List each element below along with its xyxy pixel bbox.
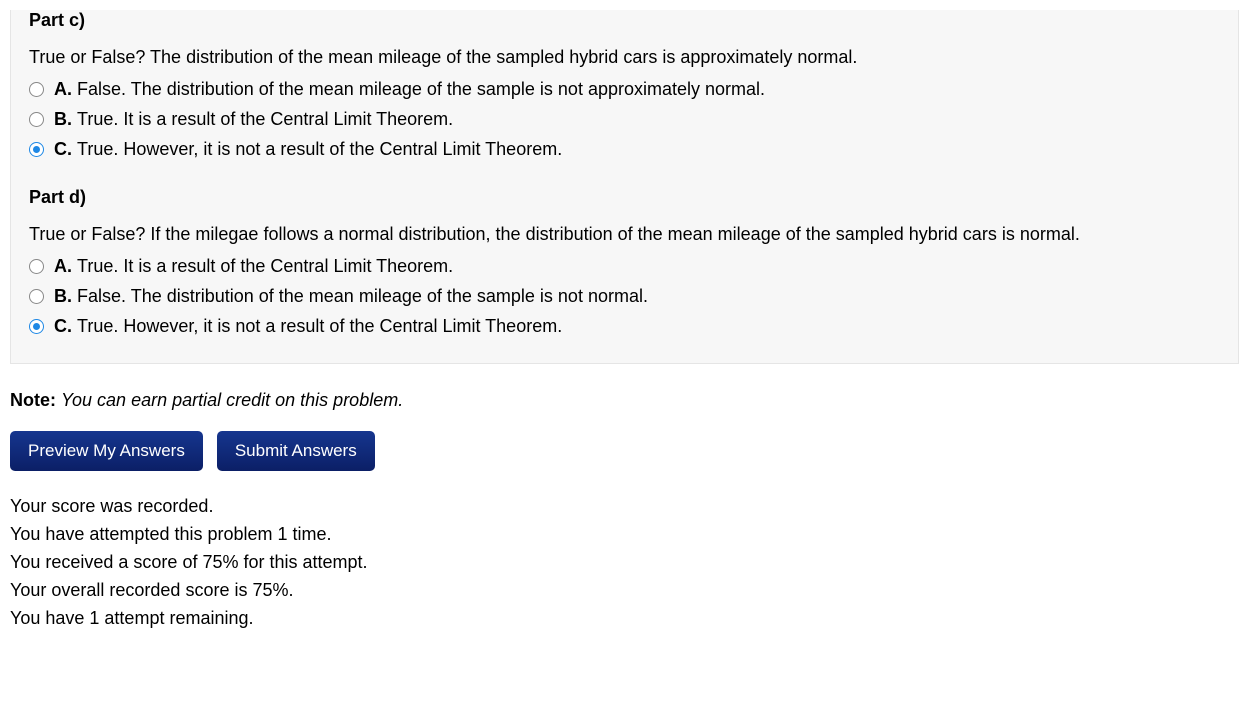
option-letter: B. — [54, 286, 72, 306]
score-line: You have 1 attempt remaining. — [10, 605, 1239, 633]
option-letter: C. — [54, 139, 72, 159]
part-d-heading: Part d) — [29, 187, 1220, 208]
part-c-option-c[interactable]: C.True. However, it is not a result of t… — [29, 136, 1220, 163]
option-text: False. The distribution of the mean mile… — [77, 79, 765, 99]
radio-icon[interactable] — [29, 142, 44, 157]
radio-icon[interactable] — [29, 289, 44, 304]
part-d-option-b[interactable]: B.False. The distribution of the mean mi… — [29, 283, 1220, 310]
radio-icon[interactable] — [29, 259, 44, 274]
part-d-question: True or False? If the milegae follows a … — [29, 222, 1220, 247]
part-d-option-c[interactable]: C.True. However, it is not a result of t… — [29, 313, 1220, 340]
score-line: Your score was recorded. — [10, 493, 1239, 521]
part-c: Part c) True or False? The distribution … — [29, 10, 1220, 163]
option-label: A.False. The distribution of the mean mi… — [54, 76, 765, 103]
option-text: False. The distribution of the mean mile… — [77, 286, 648, 306]
option-letter: A. — [54, 79, 72, 99]
radio-icon[interactable] — [29, 319, 44, 334]
score-line: You received a score of 75% for this att… — [10, 549, 1239, 577]
radio-icon[interactable] — [29, 82, 44, 97]
part-d: Part d) True or False? If the milegae fo… — [29, 187, 1220, 340]
submit-answers-button[interactable]: Submit Answers — [217, 431, 375, 471]
note: Note: You can earn partial credit on thi… — [10, 390, 1239, 411]
option-label: C.True. However, it is not a result of t… — [54, 136, 562, 163]
part-c-heading: Part c) — [29, 10, 1220, 31]
option-text: True. It is a result of the Central Limi… — [77, 256, 453, 276]
button-row: Preview My Answers Submit Answers — [10, 431, 1239, 471]
part-d-option-a[interactable]: A.True. It is a result of the Central Li… — [29, 253, 1220, 280]
option-letter: C. — [54, 316, 72, 336]
note-text: You can earn partial credit on this prob… — [61, 390, 403, 410]
option-text: True. However, it is not a result of the… — [77, 316, 562, 336]
option-letter: B. — [54, 109, 72, 129]
preview-answers-button[interactable]: Preview My Answers — [10, 431, 203, 471]
option-label: C.True. However, it is not a result of t… — [54, 313, 562, 340]
option-label: B.False. The distribution of the mean mi… — [54, 283, 648, 310]
option-label: B.True. It is a result of the Central Li… — [54, 106, 453, 133]
score-line: Your overall recorded score is 75%. — [10, 577, 1239, 605]
part-c-question: True or False? The distribution of the m… — [29, 45, 1220, 70]
part-c-option-a[interactable]: A.False. The distribution of the mean mi… — [29, 76, 1220, 103]
problem-container: Part c) True or False? The distribution … — [10, 10, 1239, 364]
option-letter: A. — [54, 256, 72, 276]
part-c-option-b[interactable]: B.True. It is a result of the Central Li… — [29, 106, 1220, 133]
option-label: A.True. It is a result of the Central Li… — [54, 253, 453, 280]
option-text: True. However, it is not a result of the… — [77, 139, 562, 159]
note-label: Note: — [10, 390, 56, 410]
score-line: You have attempted this problem 1 time. — [10, 521, 1239, 549]
radio-icon[interactable] — [29, 112, 44, 127]
score-block: Your score was recorded. You have attemp… — [10, 493, 1239, 632]
option-text: True. It is a result of the Central Limi… — [77, 109, 453, 129]
